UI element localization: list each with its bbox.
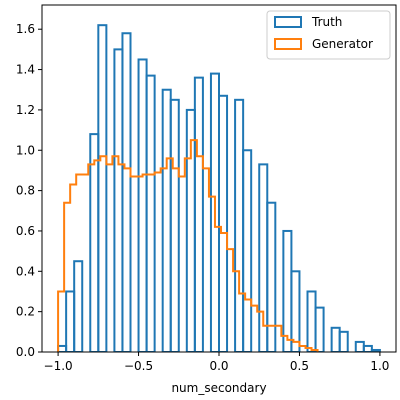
x-tick-label: −0.5 — [124, 359, 153, 373]
legend-label-truth: Truth — [311, 15, 342, 29]
truth-bin — [242, 149, 253, 352]
truth-bin — [97, 24, 108, 352]
y-tick-label: 0.6 — [16, 224, 35, 238]
y-tick-label: 1.0 — [16, 143, 35, 157]
x-axis-label: num_secondary — [171, 381, 266, 395]
legend-label-generator: Generator — [312, 37, 373, 51]
truth-bin — [338, 330, 349, 352]
y-tick-label: 1.2 — [16, 103, 35, 117]
series-generator — [57, 139, 319, 352]
generator-step-line — [57, 139, 319, 352]
truth-bin — [121, 32, 132, 352]
x-tick-label: 1.0 — [370, 359, 389, 373]
series-truth — [57, 24, 381, 352]
y-tick-label: 1.4 — [16, 63, 35, 77]
truth-bin — [193, 76, 204, 352]
truth-bin — [218, 94, 229, 352]
y-tick-label: 0.2 — [16, 305, 35, 319]
y-tick-label: 1.6 — [16, 22, 35, 36]
y-tick-label: 0.0 — [16, 345, 35, 359]
truth-bin — [290, 270, 301, 352]
truth-bin — [169, 98, 180, 352]
truth-bin — [266, 201, 277, 352]
legend-frame — [266, 10, 391, 60]
legend: Truth Generator — [266, 10, 391, 60]
y-tick-label: 0.8 — [16, 184, 35, 198]
truth-bin — [73, 260, 84, 352]
x-tick-label: 0.0 — [209, 359, 228, 373]
y-tick-label: 0.4 — [16, 264, 35, 278]
legend-swatch-generator — [274, 38, 302, 50]
legend-swatch-truth — [274, 16, 302, 28]
x-tick-label: −1.0 — [44, 359, 73, 373]
x-tick-label: 0.5 — [290, 359, 309, 373]
